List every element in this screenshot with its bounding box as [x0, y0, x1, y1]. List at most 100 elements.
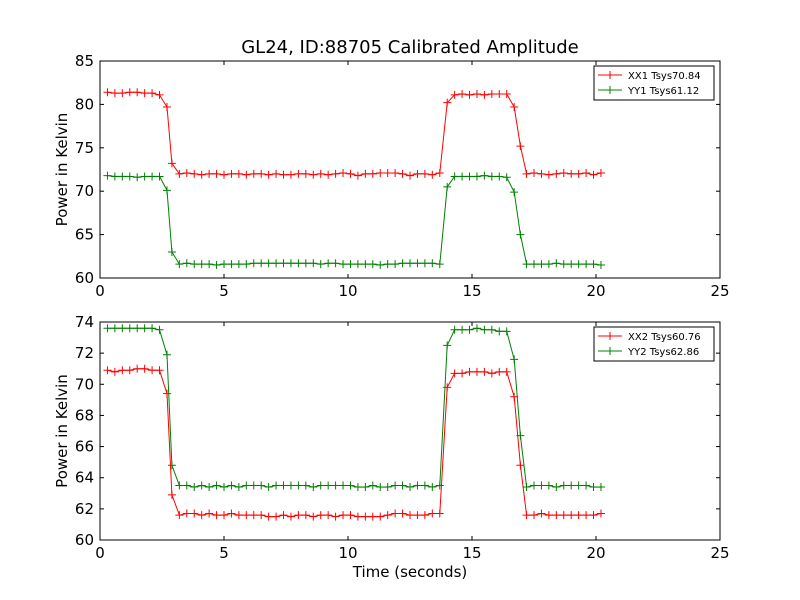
chart-panel-2: 0 5 10 15 20 25 60 62 64 66 68 70 72 74 Power in Kelvi…: [53, 313, 730, 581]
data-point: [309, 259, 318, 268]
data-point: [242, 260, 251, 269]
data-point: [110, 172, 119, 181]
data-point: [212, 260, 221, 269]
data-point: [167, 461, 176, 470]
data-point: [227, 509, 236, 518]
data-point: [413, 169, 422, 178]
data-point: [435, 481, 444, 490]
data-point: [197, 511, 206, 520]
data-point: [110, 324, 119, 333]
data-point: [205, 483, 214, 492]
data-point: [324, 259, 333, 268]
chart-panel-1: 0 5 10 15 20 25 60 65 70 75 80 85 Power in Kelvin XX1…: [53, 52, 730, 300]
data-point: [435, 509, 444, 518]
data-point: [182, 481, 191, 490]
data-point: [502, 89, 511, 98]
data-point: [582, 168, 591, 177]
data-point: [140, 324, 149, 333]
y-tick-label: 70: [75, 182, 94, 200]
data-point: [331, 481, 340, 490]
data-point: [301, 169, 310, 178]
data-point: [286, 259, 295, 268]
data-point: [103, 324, 112, 333]
data-point: [264, 483, 273, 492]
data-point: [227, 169, 236, 178]
legend-label: XX2 Tsys60.76: [628, 332, 701, 343]
data-point: [450, 325, 459, 334]
data-point: [589, 170, 598, 179]
axes-frame: [99, 321, 721, 541]
x-tick-label: 10: [338, 282, 357, 300]
data-point: [428, 259, 437, 268]
data-point: [339, 481, 348, 490]
data-point: [413, 511, 422, 520]
data-point: [544, 260, 553, 269]
data-point: [175, 260, 184, 269]
data-point: [294, 511, 303, 520]
data-point: [346, 169, 355, 178]
data-point: [398, 259, 407, 268]
data-point: [552, 259, 561, 268]
data-point: [242, 170, 251, 179]
data-point: [391, 260, 400, 269]
data-point: [510, 103, 519, 112]
x-axis-label: Time (seconds): [352, 563, 468, 581]
data-point: [406, 171, 414, 180]
data-point: [309, 170, 318, 179]
y-tick-label: 60: [75, 531, 94, 549]
data-point: [480, 90, 489, 99]
data-point: [472, 172, 481, 181]
data-point: [522, 260, 531, 269]
data-point: [530, 481, 538, 490]
data-point: [279, 511, 288, 520]
y-tick-label: 72: [75, 344, 94, 362]
data-point: [383, 168, 392, 177]
data-point: [413, 259, 422, 268]
data-point: [316, 481, 325, 490]
data-point: [346, 260, 355, 269]
data-point: [205, 260, 214, 269]
data-point: [420, 169, 429, 178]
data-point: [596, 168, 605, 177]
x-tick-label: 25: [710, 282, 729, 300]
x-tick-label: 0: [95, 544, 105, 562]
data-point: [567, 169, 576, 178]
data-point: [205, 509, 214, 518]
data-point: [197, 260, 206, 269]
data-point: [472, 324, 481, 333]
data-point: [279, 481, 288, 490]
legend-label: YY1 Tsys61.12: [627, 86, 699, 97]
data-point: [596, 483, 605, 492]
legend-label: XX1 Tsys70.84: [628, 71, 701, 82]
y-tick-label: 60: [75, 269, 94, 287]
data-point: [264, 512, 273, 521]
data-point: [162, 103, 171, 112]
data-point: [301, 511, 310, 520]
legend: XX1 Tsys70.84 YY1 Tsys61.12: [593, 65, 715, 101]
data-point: [234, 260, 243, 269]
data-point: [510, 355, 519, 364]
data-point: [148, 324, 157, 333]
data-point: [249, 259, 258, 268]
y-tick-label: 70: [75, 375, 94, 393]
data-point: [148, 366, 157, 375]
data-point: [567, 511, 576, 520]
y-tick-label: 85: [75, 52, 94, 70]
data-point: [522, 169, 531, 178]
data-point: [589, 511, 598, 520]
data-point: [368, 260, 377, 269]
data-point: [324, 511, 333, 520]
data-point: [339, 260, 348, 269]
data-point: [190, 509, 199, 518]
data-point: [574, 511, 583, 520]
data-point: [133, 324, 142, 333]
data-point: [368, 169, 377, 178]
data-point: [257, 169, 266, 178]
data-point: [589, 483, 598, 492]
data-point: [301, 481, 310, 490]
data-point: [435, 168, 444, 177]
data-point: [391, 481, 400, 490]
data-point: [182, 259, 191, 268]
data-point: [272, 512, 281, 521]
data-point: [118, 324, 127, 333]
